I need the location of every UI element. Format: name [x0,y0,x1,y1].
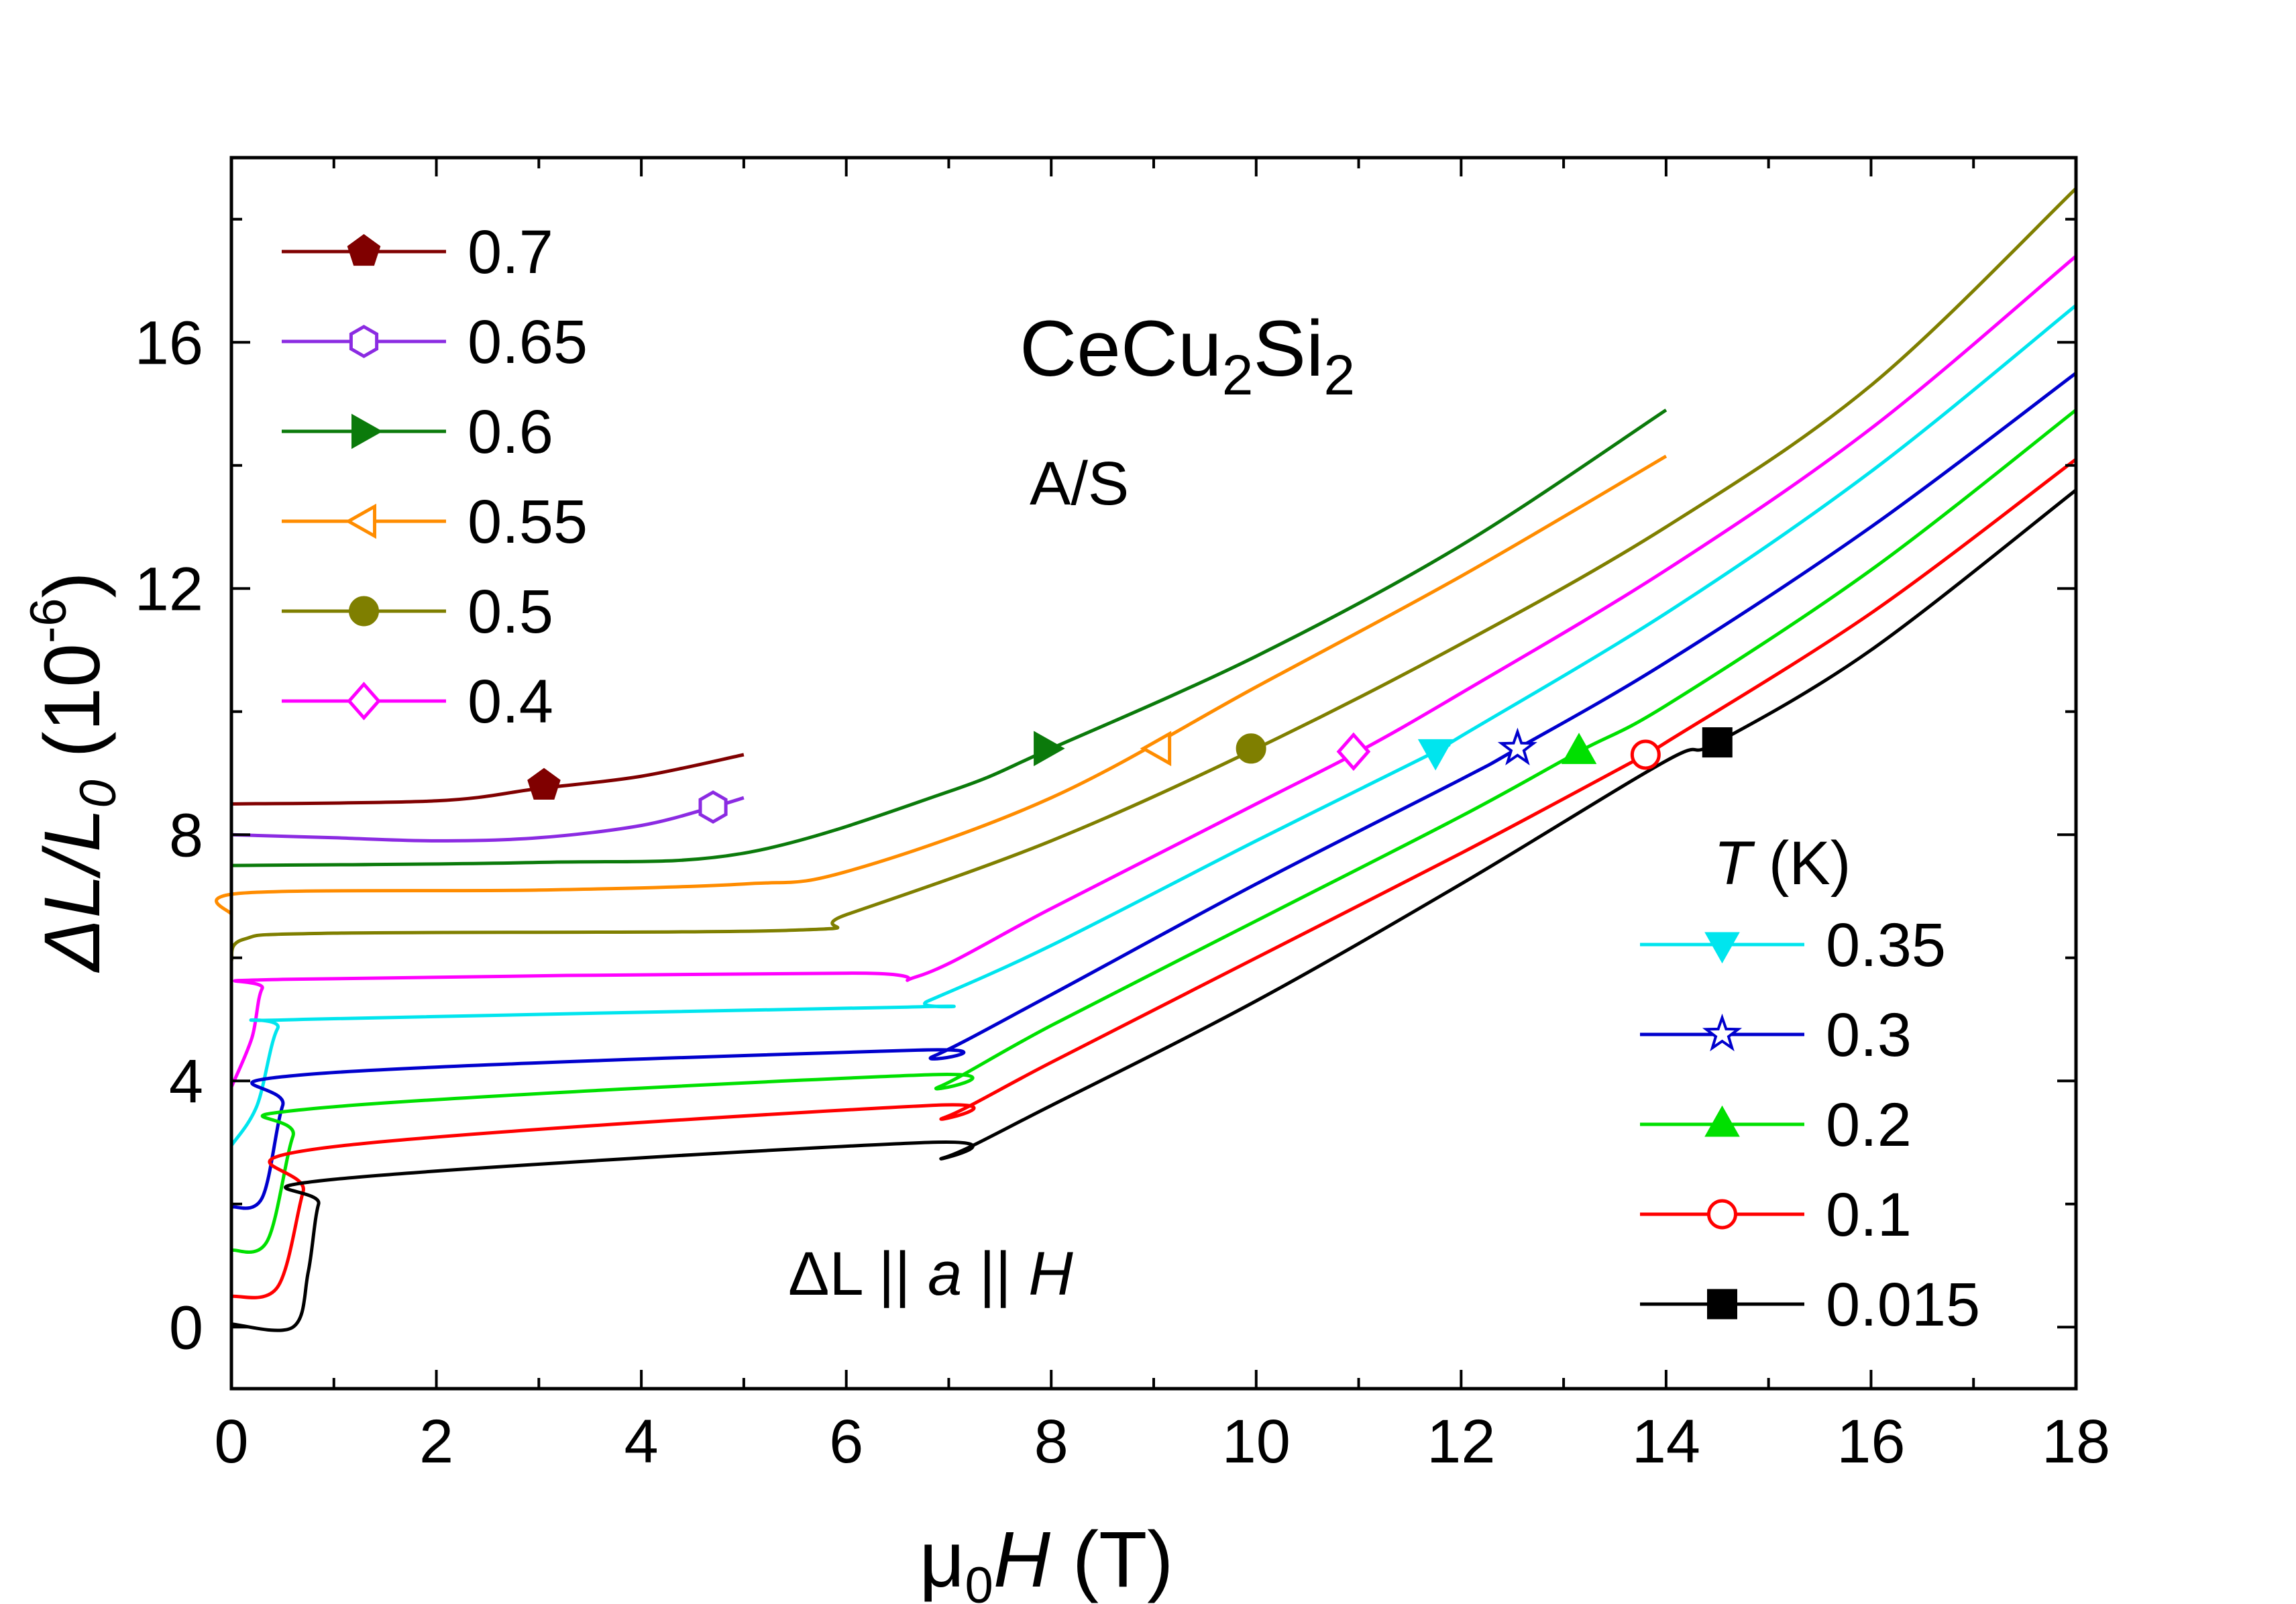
series-line-0.4 [229,254,2077,1088]
y-axis-title: ΔL/L0 (10-6) [20,572,127,973]
x-axis-title: μ0H (T) [920,1515,1174,1604]
series-line-0.6 [231,409,1668,867]
legend-marker-0.015 [1707,1289,1737,1320]
legend-label-0.65: 0.65 [468,308,588,376]
x-tick-label: 14 [1632,1407,1700,1476]
series-marker-0.3 [1497,727,1537,765]
legend-label-0.2: 0.2 [1826,1091,1912,1159]
series-marker-0.35 [1417,739,1454,771]
series-marker-0.65 [698,790,728,824]
series-line-0.7 [231,753,745,806]
legend-title: T (K) [1714,829,1851,898]
legend-marker-0.5 [349,596,379,627]
legend-label-0.4: 0.4 [468,667,553,736]
legend-label-0.55: 0.55 [468,488,588,556]
series-marker-0.6 [1034,731,1065,767]
series-marker-0.7 [527,767,561,800]
series-marker-0.55 [1140,731,1172,767]
compound-label: CeCu2Si2 [1020,305,1355,407]
series-marker-0.015 [1702,727,1733,758]
legend-label-0.3: 0.3 [1826,1001,1912,1069]
legend-label-0.35: 0.35 [1826,911,1946,979]
series-line-0.1 [231,458,2077,1299]
legend-marker-0.55 [345,503,376,539]
legend-label-0.6: 0.6 [468,398,553,466]
series-line-0.35 [229,304,2077,1147]
axis-ticks [230,158,2077,1389]
legend-marker-0.65 [349,325,379,358]
geometry-label: ΔL || a || H [788,1240,1073,1308]
legend-marker-0.7 [347,233,381,266]
legend-marker-0.35 [1704,932,1740,964]
legend-lower: 0.35 0.3 0.2 0.1 0.015 [1640,911,1980,1339]
legend-marker-0.3 [1702,1013,1743,1052]
x-tick-label: 12 [1427,1407,1495,1476]
series-line-0.55 [215,454,1668,916]
y-tick-labels: 0 4 8 12 16 [135,309,203,1362]
legend-upper: 0.7 0.65 0.6 0.55 0.5 0.4 [282,218,588,736]
y-tick-label: 16 [135,309,203,377]
sample-label: A/S [1030,449,1129,518]
legend-marker-0.6 [351,413,383,449]
x-tick-label: 16 [1837,1407,1905,1476]
x-tick-label: 18 [2042,1407,2110,1476]
x-tick-labels: 0 2 4 6 8 10 12 14 16 18 [214,1407,2110,1476]
legend-label-0.1: 0.1 [1826,1181,1912,1249]
y-tick-label: 12 [135,555,203,623]
data-markers [527,727,1733,824]
x-tick-label: 8 [1034,1407,1069,1476]
series-line-0.3 [231,372,2077,1210]
legend-marker-0.2 [1704,1105,1740,1137]
series-marker-0.1 [1630,739,1661,770]
x-tick-label: 2 [419,1407,453,1476]
x-tick-label: 4 [624,1407,659,1476]
x-tick-label: 6 [829,1407,863,1476]
x-tick-label: 0 [214,1407,248,1476]
series-marker-0.2 [1561,733,1597,764]
series-line-0.5 [229,187,2077,962]
legend-marker-0.4 [347,682,381,720]
y-tick-label: 4 [169,1047,203,1116]
x-tick-label: 10 [1222,1407,1291,1476]
series-marker-0.5 [1236,733,1266,764]
y-tick-label: 0 [169,1293,203,1362]
legend-label-0.5: 0.5 [468,578,553,646]
y-tick-label: 8 [169,801,203,869]
legend-label-0.7: 0.7 [468,218,553,286]
series-marker-0.4 [1336,732,1371,771]
legend-marker-0.1 [1707,1199,1737,1230]
legend-label-0.015: 0.015 [1826,1271,1980,1339]
series-line-0.2 [231,409,2077,1254]
series-line-0.65 [231,796,745,843]
